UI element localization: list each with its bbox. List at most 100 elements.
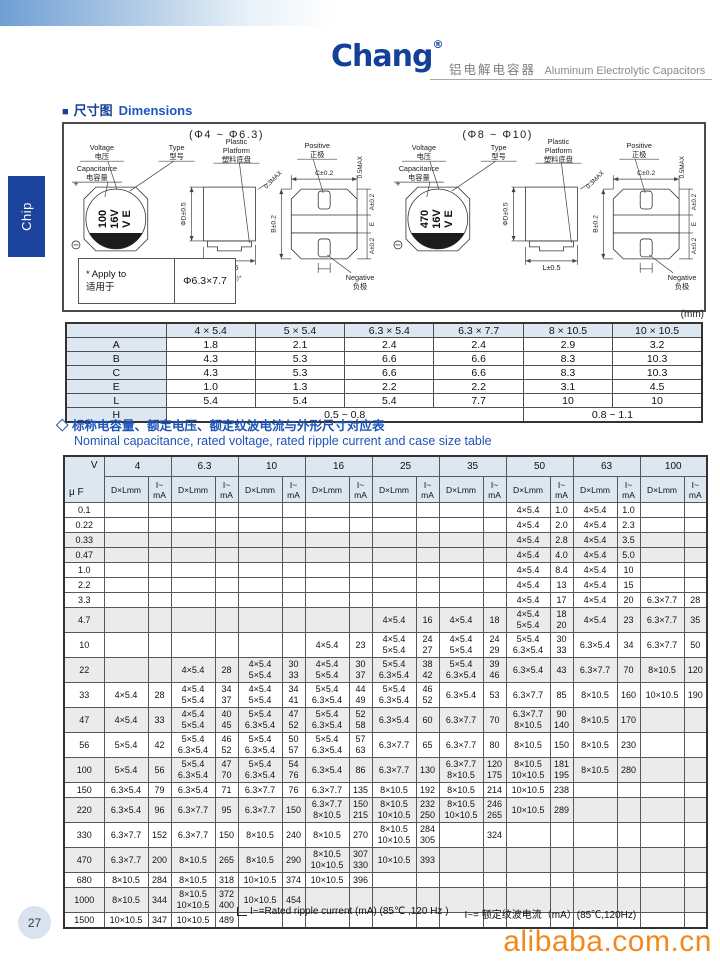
ripple-current-cell: 20: [616, 592, 641, 608]
ripple-current-line: 284: [151, 874, 168, 885]
ripple-current-line: 17: [556, 594, 567, 605]
case-size-line: 4×5.4: [583, 534, 607, 545]
ripple-current-cell: 372 400: [214, 887, 239, 913]
case-size-line: 8×10.5: [179, 889, 207, 899]
dim-e: E: [369, 222, 376, 226]
ripple-current-cell: [549, 872, 574, 888]
case-size-line: 6.3×5.4: [244, 770, 276, 780]
size-table-col-header: 10 × 10.5: [612, 322, 703, 338]
voltage-header: 35: [438, 455, 507, 477]
ripple-current-cell: 347: [147, 912, 172, 929]
ripple-current-cell: 56: [147, 757, 172, 783]
ripple-current-cell: 181 195: [549, 757, 574, 783]
size-table-header-row: 4 × 5.4 5 × 5.4 6.3 × 5.4 6.3 × 7.7 8 × 10.5…: [65, 322, 703, 338]
case-size-cell: [304, 517, 350, 533]
ripple-current-cell: 214: [482, 782, 507, 798]
ripple-current-cell: 2.8: [549, 532, 574, 548]
ripple-current-cell: [348, 547, 373, 563]
ripple-current-cell: [281, 517, 306, 533]
size-table-row-h: H 0.5 ~ 0.8 0.8 ~ 1.1: [65, 407, 703, 423]
ripple-current-line: 170: [620, 714, 637, 725]
case-size-line: 6.3×7.7: [378, 764, 410, 775]
case-size-line: 10×10.5: [511, 784, 545, 795]
ripple-title-zh-text: 标称电容量、额定电压、额定纹波电流与外形尺寸对应表: [72, 419, 385, 433]
case-size-cell: 5×5.4 6.3×5.4: [304, 732, 350, 758]
ripple-current-line: 34: [288, 684, 299, 694]
case-size-cell: 5×5.4 6.3×5.4: [438, 657, 484, 683]
case-size-cell: 4×5.4 5×5.4: [237, 682, 283, 708]
negative-label-en: Negative: [346, 273, 375, 282]
case-size-cell: 4×5.4: [572, 517, 618, 533]
side-view-body: [203, 186, 256, 242]
case-size-cell: [237, 517, 283, 533]
ripple-current-line: 4.0: [555, 549, 568, 560]
case-size-line: 6.3×7.7: [177, 804, 209, 815]
platform-label-zh: 塑料底盘: [544, 155, 573, 164]
ripple-current-cell: [683, 562, 708, 578]
ripple-current-cell: [348, 592, 373, 608]
case-size-line: 4×5.4: [449, 614, 473, 625]
case-size-cell: 8×10.5: [371, 782, 417, 798]
ripple-current-cell: 393: [415, 847, 440, 873]
ripple-current-cell: 39 46: [482, 657, 507, 683]
dimensions-title-zh: 尺寸图: [73, 103, 113, 118]
front-view-circle: [85, 188, 147, 250]
case-size-cell: [572, 887, 618, 913]
case-size-line: 8×10.5: [447, 799, 475, 809]
case-size-cell: 5×5.4 6.3×5.4: [304, 682, 350, 708]
ripple-current-line: 396: [352, 874, 369, 885]
ripple-current-cell: 120: [683, 657, 708, 683]
sidebar-tab-label: Chip: [19, 202, 34, 231]
positive-label-zh: 正极: [632, 150, 647, 159]
case-size-line: 10×10.5: [377, 835, 411, 845]
polarity-segment: [89, 232, 143, 249]
size-cell: 1.0: [165, 379, 256, 394]
case-size-line: 8×10.5: [514, 720, 542, 730]
case-size-cell: 4×5.4: [572, 502, 618, 518]
case-size-line: 5×5.4: [181, 734, 205, 744]
ripple-table-row: 680 8×10.5 284 8×10.5 318 10×10.5 374 10×10.5 39…: [63, 872, 708, 888]
case-size-cell: 5×5.4 6.3×5.4: [304, 707, 350, 733]
case-size-cell: [639, 532, 685, 548]
brand-logo-text: Chang: [331, 39, 433, 74]
ripple-current-line: 150: [553, 739, 570, 750]
size-cell-span: 0.5 ~ 0.8: [165, 407, 524, 423]
ripple-current-cell: 34 37: [214, 682, 239, 708]
platform-label-en1: Plastic: [226, 137, 248, 146]
case-size-cell: 5×5.4 6.3×5.4: [371, 682, 417, 708]
case-size-cell: 10×10.5: [237, 887, 283, 913]
case-size-cell: [371, 502, 417, 518]
ripple-current-line: 15: [623, 579, 634, 590]
type-label-zh: 型号: [491, 152, 506, 161]
ripple-current-cell: [214, 532, 239, 548]
case-size-line: 5×5.4: [449, 659, 473, 669]
ripple-current-line: 20: [623, 594, 634, 605]
case-size-cell: [639, 797, 685, 823]
ripple-current-line: 150: [352, 799, 369, 809]
case-size-line: 8×10.5: [246, 854, 274, 865]
ripple-current-cell: 30 37: [348, 657, 373, 683]
case-size-line: 4×5.4: [516, 594, 540, 605]
ripple-table-row: 4.7 4×5.4 16 4×5.4 18 4×5.4 5×5.4 18 20 4×5.4 23 6.…: [63, 607, 708, 633]
ripple-current-cell: [415, 502, 440, 518]
ripple-table-row: 100 5×5.4 56 5×5.4 6.3×5.4 47 70 5×5.4 6.3×5.4 54…: [63, 757, 708, 783]
ripple-current-cell: 85: [549, 682, 574, 708]
voltage-header: 100: [639, 455, 708, 477]
ripple-current-cell: 57 63: [348, 732, 373, 758]
tagline-zh: 铝电解电容器: [449, 63, 537, 77]
ripple-current-line: 28: [221, 664, 232, 675]
ripple-current-cell: 284: [147, 872, 172, 888]
ripple-current-line: 34: [623, 639, 634, 650]
ripple-current-line: 393: [419, 854, 436, 865]
ripple-current-line: 120: [687, 664, 703, 675]
size-cell: 10: [612, 393, 703, 408]
case-size-cell: 6.3×5.4: [304, 757, 350, 783]
ripple-current-cell: [683, 707, 708, 733]
ripple-current-cell: [147, 502, 172, 518]
case-size-line: 6.3×7.7: [646, 614, 678, 625]
brand-logo: Chang®: [331, 38, 443, 74]
ripple-current-cell: [348, 532, 373, 548]
case-size-cell: [371, 577, 417, 593]
ripple-current-line: 344: [151, 894, 168, 905]
dim-05max: 0.5MAX: [679, 155, 686, 178]
